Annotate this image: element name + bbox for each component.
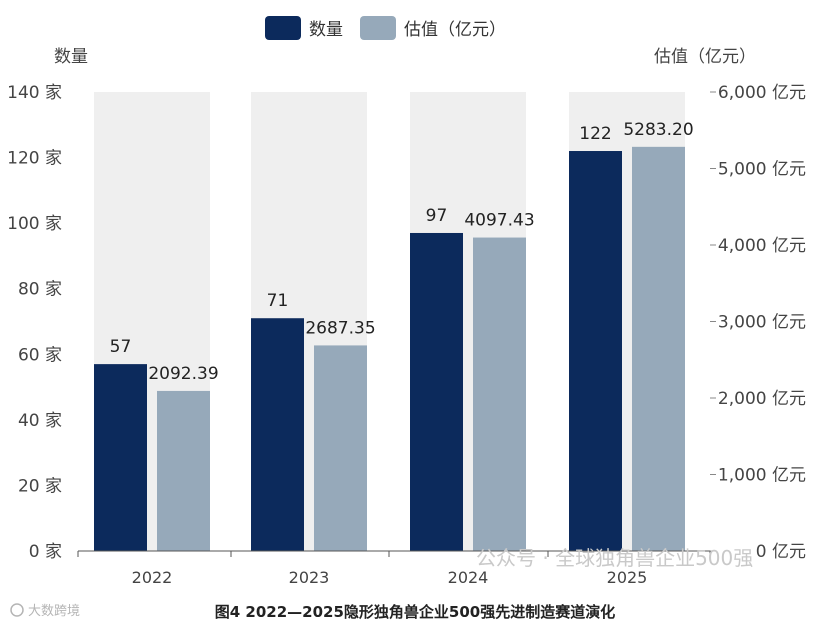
data-label-valuation-2023: 2687.35	[305, 318, 375, 338]
bar-count-2022	[94, 364, 147, 551]
left-tick-label: 0 家	[29, 542, 62, 562]
bar-valuation-2022	[157, 390, 210, 551]
x-tick-label-2025: 2025	[607, 568, 648, 587]
right-axis-labels: 0 亿元 1,000 亿元 2,000 亿元 3,000 亿元 4,000 亿元 5,00…	[718, 83, 806, 562]
legend-label-count: 数量	[309, 20, 343, 40]
right-tick-label: 3,000 亿元	[718, 313, 806, 333]
left-tick-label: 40 家	[18, 411, 62, 431]
figure-caption: 图4 2022—2025隐形独角兽企业500强先进制造赛道演化	[215, 603, 615, 621]
watermark-logo: 大数跨境	[10, 603, 80, 619]
right-tick-label: 4,000 亿元	[718, 236, 806, 256]
bar-valuation-2023	[314, 345, 367, 551]
right-tick-label: 6,000 亿元	[718, 83, 806, 103]
right-tick-label: 2,000 亿元	[718, 389, 806, 409]
bars	[94, 146, 685, 551]
bar-valuation-2025	[632, 146, 685, 551]
left-axis-title: 数量	[54, 47, 88, 67]
data-label-valuation-2022: 2092.39	[148, 364, 218, 384]
legend: 数量 估值（亿元）	[265, 16, 506, 40]
right-tick-label: 0 亿元	[756, 542, 806, 562]
data-label-count-2025: 122	[579, 124, 611, 144]
bar-count-2024	[410, 232, 463, 551]
x-tick-label-2023: 2023	[289, 568, 330, 587]
right-tick-label: 1,000 亿元	[718, 466, 806, 486]
watermark-small-text: 大数跨境	[28, 604, 80, 619]
legend-swatch-valuation	[360, 16, 396, 40]
data-label-valuation-2025: 5283.20	[623, 120, 693, 140]
bar-valuation-2024	[473, 237, 526, 551]
left-tick-label: 60 家	[18, 345, 62, 365]
data-label-count-2023: 71	[267, 291, 289, 311]
data-labels: 57 71 97 122 2092.39 2687.35 4097.43 5283.20	[110, 120, 694, 384]
right-axis-ticks	[710, 91, 716, 552]
legend-label-valuation: 估值（亿元）	[404, 20, 506, 40]
watermark: 公众号 · 全球独角兽企业500强	[476, 546, 753, 570]
left-tick-label: 80 家	[18, 280, 62, 300]
right-axis-title: 估值（亿元）	[654, 47, 756, 67]
data-label-valuation-2024: 4097.43	[464, 211, 534, 231]
right-tick-label: 5,000 亿元	[718, 160, 806, 180]
left-axis-ticks: 0 家 20 家 40 家 60 家 80 家 100 家 120 家 140 家	[7, 83, 62, 562]
data-label-count-2024: 97	[426, 206, 448, 226]
bar-count-2023	[251, 318, 304, 551]
left-tick-label: 140 家	[7, 83, 62, 103]
bar-count-2025	[569, 151, 622, 551]
left-tick-label: 100 家	[7, 214, 62, 234]
left-tick-label: 20 家	[18, 476, 62, 496]
x-axis-ticks: 2022 2023 2024 2025	[77, 551, 711, 587]
x-tick-label-2022: 2022	[132, 568, 173, 587]
legend-swatch-count	[265, 16, 301, 40]
x-tick-label-2024: 2024	[448, 568, 489, 587]
data-label-count-2022: 57	[110, 337, 132, 357]
left-tick-label: 120 家	[7, 149, 62, 169]
